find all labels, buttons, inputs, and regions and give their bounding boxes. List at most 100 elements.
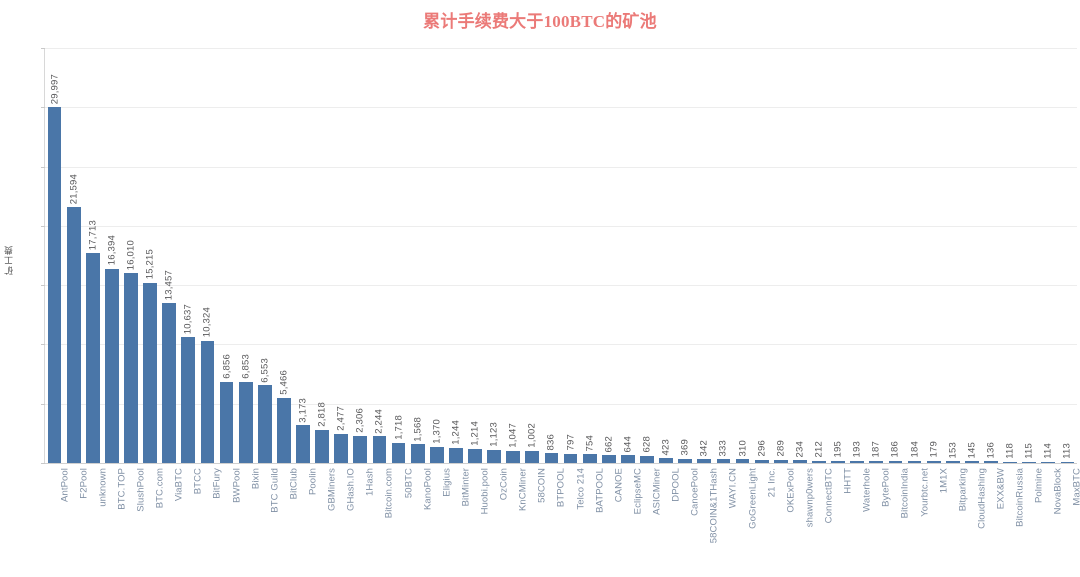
x-tick-slot[interactable]: CanoePool [675, 466, 701, 577]
bar[interactable] [296, 425, 310, 463]
bar-slot[interactable]: 21,594 [64, 48, 83, 463]
bar[interactable] [449, 448, 463, 463]
bar[interactable] [563, 453, 578, 463]
bar[interactable] [353, 435, 368, 463]
bar[interactable] [869, 460, 884, 463]
bar-slot[interactable]: 5,466 [274, 48, 293, 463]
bar-slot[interactable]: 13,457 [160, 48, 179, 463]
x-tick-slot[interactable]: BTC.com [140, 466, 166, 577]
bar[interactable] [410, 444, 425, 463]
bar-slot[interactable]: 193 [848, 48, 867, 463]
bar[interactable] [659, 458, 673, 463]
x-tick-slot[interactable]: unknown [82, 466, 108, 577]
x-tick-slot[interactable]: EclipseMC [617, 466, 643, 577]
x-tick-slot[interactable]: 1M1X [923, 466, 949, 577]
x-tick-slot[interactable]: F2Pool [63, 466, 89, 577]
bar[interactable] [506, 450, 521, 463]
bar-slot[interactable]: 113 [1058, 48, 1077, 463]
bar-slot[interactable]: 234 [790, 48, 809, 463]
x-tick-slot[interactable]: ViaBTC [159, 466, 185, 577]
bar[interactable] [621, 455, 635, 463]
bar-slot[interactable]: 118 [1001, 48, 1020, 463]
x-tick-slot[interactable]: BytePool [866, 466, 892, 577]
bar[interactable] [66, 206, 81, 463]
bar-slot[interactable]: 3,173 [293, 48, 312, 463]
bar-slot[interactable]: 1,244 [446, 48, 465, 463]
bar-slot[interactable]: 16,394 [102, 48, 121, 463]
bar[interactable] [219, 381, 234, 463]
bar[interactable] [754, 459, 769, 463]
x-tick-slot[interactable]: ConnectBTC [808, 466, 834, 577]
bar[interactable] [487, 449, 501, 463]
bar[interactable] [1060, 461, 1075, 463]
x-tick-slot[interactable]: 1Hash [350, 466, 376, 577]
bar[interactable] [965, 461, 979, 463]
bar-slot[interactable]: 187 [867, 48, 886, 463]
x-tick-slot[interactable]: Telco 214 [560, 466, 586, 577]
bar[interactable] [716, 459, 731, 463]
bar-slot[interactable]: 114 [1039, 48, 1058, 463]
bar[interactable] [735, 459, 750, 463]
bar-slot[interactable]: 754 [580, 48, 599, 463]
bar-slot[interactable]: 115 [1020, 48, 1039, 463]
x-tick-slot[interactable]: Eligius [426, 466, 452, 577]
bar-slot[interactable]: 1,123 [485, 48, 504, 463]
bar[interactable] [181, 336, 196, 463]
bar-slot[interactable]: 179 [924, 48, 943, 463]
bar[interactable] [544, 453, 559, 463]
bar-slot[interactable]: 10,637 [179, 48, 198, 463]
bar-slot[interactable]: 212 [809, 48, 828, 463]
bar[interactable] [907, 460, 922, 463]
x-tick-slot[interactable]: 50BTC [388, 466, 414, 577]
x-tick-slot[interactable]: OKExPool [770, 466, 796, 577]
x-tick-slot[interactable]: CloudHashing [961, 466, 987, 577]
x-tick-slot[interactable]: ASICMiner [636, 466, 662, 577]
bar-slot[interactable]: 662 [599, 48, 618, 463]
bar-slot[interactable]: 186 [886, 48, 905, 463]
bar[interactable] [601, 455, 616, 463]
x-tick-slot[interactable]: WAYI.CN [713, 466, 739, 577]
bar[interactable] [945, 461, 960, 463]
x-tick-slot[interactable]: 58COIN [522, 466, 548, 577]
bar[interactable] [334, 433, 349, 463]
x-tick-slot[interactable]: NovaBlock [1038, 466, 1064, 577]
bar[interactable] [525, 451, 540, 463]
bar-slot[interactable]: 184 [905, 48, 924, 463]
x-tick-slot[interactable]: Poolin [292, 466, 318, 577]
bar-slot[interactable]: 644 [618, 48, 637, 463]
bar[interactable] [850, 460, 865, 463]
bar[interactable] [468, 448, 482, 463]
x-tick-slot[interactable]: BATPOOL [579, 466, 605, 577]
x-tick-slot[interactable]: 21 Inc. [751, 466, 777, 577]
x-tick-slot[interactable]: HHTT [828, 466, 854, 577]
x-tick-slot[interactable]: DPOOL [656, 466, 682, 577]
x-tick-slot[interactable]: GoGreenLight [732, 466, 758, 577]
bar-slot[interactable]: 153 [943, 48, 962, 463]
bar[interactable] [257, 385, 272, 463]
bar-slot[interactable]: 15,215 [141, 48, 160, 463]
x-tick-slot[interactable]: Bitparking [942, 466, 968, 577]
x-tick-slot[interactable]: Polmine [1019, 466, 1045, 577]
bar[interactable] [1022, 461, 1037, 463]
bar[interactable] [391, 442, 406, 463]
x-tick-slot[interactable]: 58COIN&1THash [694, 466, 720, 577]
bar[interactable] [831, 460, 845, 463]
x-tick-slot[interactable]: BTPOOL [541, 466, 567, 577]
x-tick-slot[interactable]: Bixin [235, 466, 261, 577]
bar-slot[interactable]: 628 [637, 48, 656, 463]
bar[interactable] [162, 303, 177, 463]
bar[interactable] [105, 268, 119, 463]
bar-slot[interactable]: 6,856 [217, 48, 236, 463]
x-tick-slot[interactable]: CANOE [598, 466, 624, 577]
x-tick-slot[interactable]: BitMinter [445, 466, 471, 577]
bar-slot[interactable]: 2,306 [351, 48, 370, 463]
bar-slot[interactable]: 2,244 [370, 48, 389, 463]
bar[interactable] [697, 458, 712, 463]
x-tick-slot[interactable]: OzCoin [484, 466, 510, 577]
x-tick-slot[interactable]: Bitcoin.com [369, 466, 395, 577]
bar-slot[interactable]: 1,047 [504, 48, 523, 463]
bar-slot[interactable]: 2,818 [313, 48, 332, 463]
bar[interactable] [124, 273, 138, 463]
x-tick-slot[interactable]: shawnp0wers [789, 466, 815, 577]
x-tick-slot[interactable]: BTC Guild [254, 466, 280, 577]
